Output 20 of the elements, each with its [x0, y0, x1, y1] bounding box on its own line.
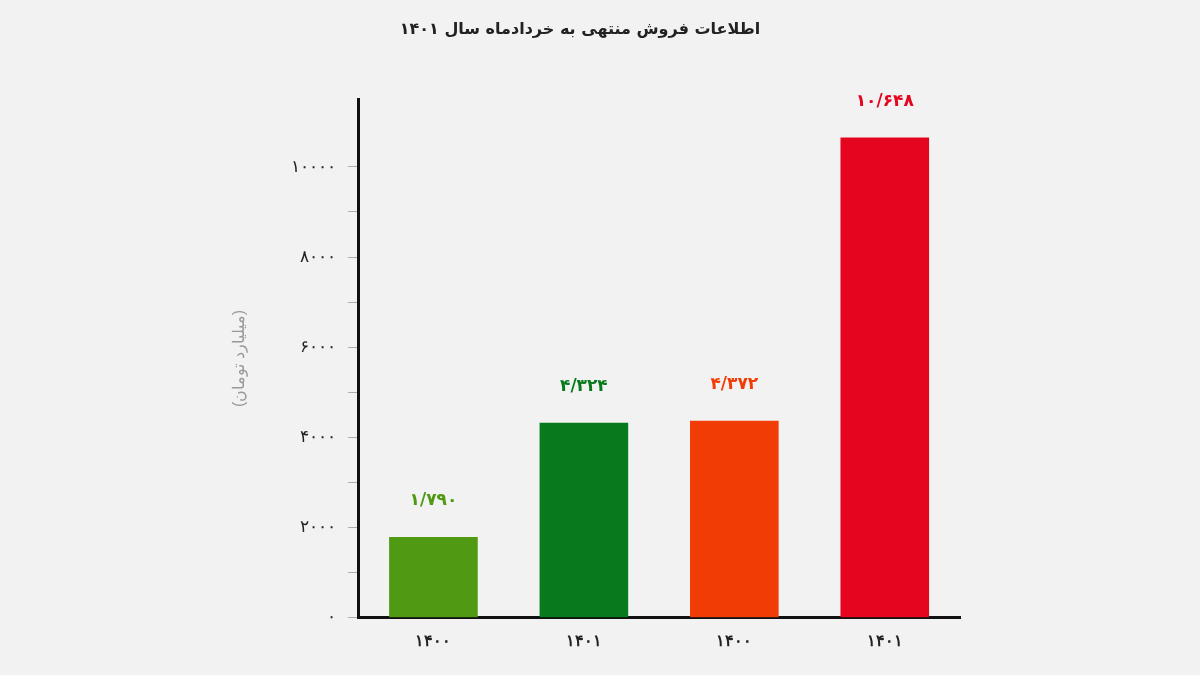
x-tick-label: ۱۴۰۱ — [565, 631, 602, 649]
x-tick-label: ۱۴۰۰ — [716, 631, 753, 649]
bar — [389, 537, 478, 618]
bar — [690, 420, 779, 618]
data-label: ۱/۷۹۰ — [409, 489, 458, 509]
y-tick-label: ۴۰۰۰ — [300, 427, 337, 447]
chart-title: اطلاعات فروش منتهی به خردادماه سال ۱۴۰۱ — [399, 18, 761, 38]
y-tick-label: ۰ — [327, 607, 337, 627]
x-tick-label: ۱۴۰۰ — [415, 631, 452, 649]
y-tick-label: ۱۰۰۰۰ — [291, 156, 337, 176]
y-tick-label: ۲۰۰۰ — [300, 517, 337, 537]
bar — [539, 422, 629, 618]
data-label: ۱۰/۶۴۸ — [855, 89, 915, 110]
y-tick-label: ۸۰۰۰ — [300, 246, 337, 266]
data-label: ۴/۳۷۲ — [710, 372, 759, 393]
x-tick-label: ۱۴۰۱ — [866, 631, 903, 649]
y-axis-title: (میلیارد تومان) — [230, 309, 249, 408]
y-tick-label: ۶۰۰۰ — [300, 336, 337, 356]
bar — [840, 137, 930, 618]
data-label: ۴/۳۲۴ — [560, 374, 608, 395]
